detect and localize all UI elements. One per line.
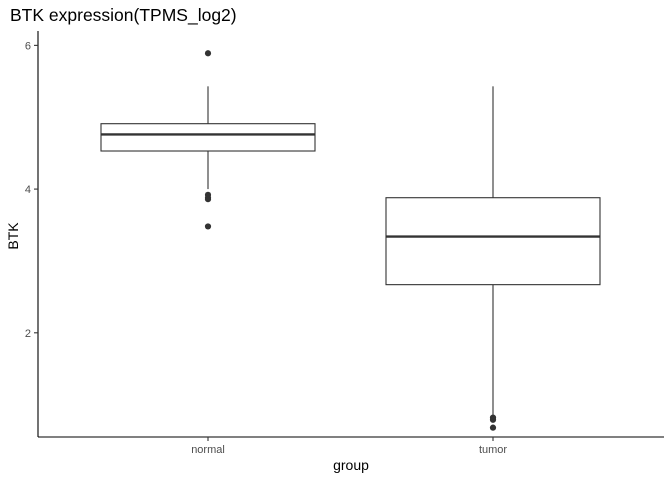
box-tumor <box>385 86 601 431</box>
iqr-box <box>100 123 316 152</box>
boxplot-series <box>100 50 601 431</box>
x-axis-ticks: normal tumor <box>191 437 507 456</box>
y-tick-label: 6 <box>25 40 31 52</box>
outlier-point <box>489 424 497 431</box>
iqr-box <box>385 197 601 286</box>
x-tick-label: tumor <box>479 444 507 456</box>
y-tick-label: 2 <box>25 328 31 340</box>
y-axis-ticks: 2 4 6 <box>25 40 38 340</box>
x-tick-label: normal <box>191 444 225 456</box>
chart-title: BTK expression(TPMS_log2) <box>10 5 237 26</box>
outlier-point <box>489 416 497 423</box>
y-tick-label: 4 <box>25 184 31 196</box>
box-normal <box>100 50 316 230</box>
x-axis-title: group <box>333 457 369 473</box>
outlier-point <box>204 50 212 57</box>
y-axis-title: BTK <box>5 222 21 250</box>
outlier-point <box>204 223 212 230</box>
outlier-point <box>204 196 212 203</box>
